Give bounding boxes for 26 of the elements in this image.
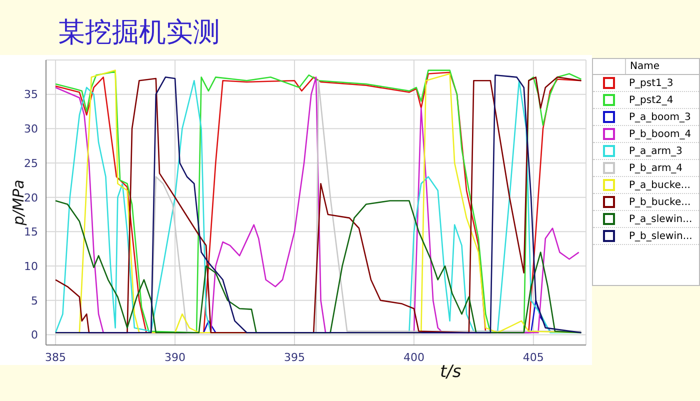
line-series: [54, 200, 582, 334]
y-tick-label: 5: [31, 294, 38, 308]
legend-label: P_a_boom_3: [628, 112, 691, 122]
legend-label: P_a_bucke...: [628, 180, 690, 190]
x-tick-label: 385: [45, 350, 66, 364]
legend-label: P_b_boom_4: [628, 128, 692, 140]
x-tick-label: 405: [522, 350, 544, 364]
chart-title: 某挖掘机实测: [58, 16, 220, 50]
y-tick-label: 15: [24, 226, 38, 239]
y-tick-label: 35: [24, 88, 38, 102]
y-tick-label: 10: [24, 260, 38, 273]
x-tick-label: 390: [164, 350, 186, 364]
legend-label: P_b_arm_4: [628, 162, 683, 174]
legend-label: P_pst2_4: [628, 94, 674, 106]
x-tick-label: 400: [403, 350, 424, 364]
legend-label: P_b_bucke...: [628, 196, 691, 208]
legend-label: P_a_slewin...: [628, 214, 692, 224]
y-tick-label: 25: [24, 156, 38, 170]
legend-label: P_b_slewin...: [628, 230, 692, 242]
x-tick-label: 395: [284, 350, 305, 364]
x-axis-title: t/s: [440, 362, 462, 382]
y-tick-label: 0: [31, 328, 38, 342]
legend-label: P_a_arm_3: [628, 146, 682, 156]
y-tick-label: 30: [24, 122, 38, 136]
legend-title: Name: [629, 61, 660, 72]
legend-label: P_pst1_3: [628, 78, 674, 88]
